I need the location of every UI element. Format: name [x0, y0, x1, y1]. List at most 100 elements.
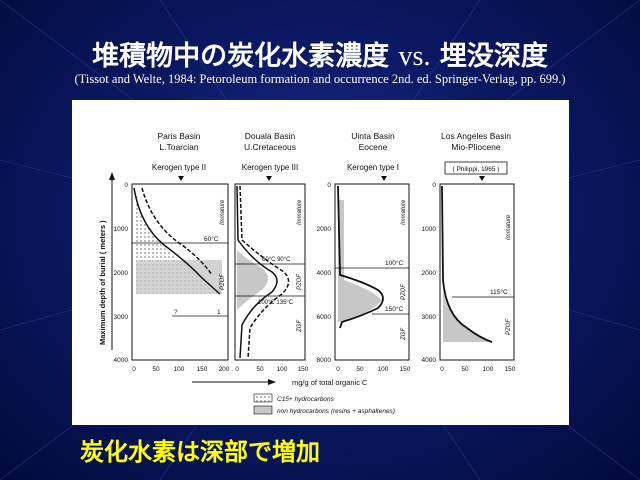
panel-3-xtick-1: 50: [356, 366, 364, 373]
panel-2-curve-nonhc: [239, 185, 290, 359]
figure-image: Maximum depth of burial ( meters ) Paris…: [98, 131, 516, 415]
panel-4-xtick-2: 100: [483, 366, 494, 373]
panel-4-frame: [439, 183, 515, 361]
panel-1-temp-1: 60°C: [204, 235, 219, 243]
panel-2-name: Douala Basin: [245, 131, 296, 141]
panel-4-xtick-0: 0: [440, 366, 444, 373]
panel-2-grey-peak: [237, 250, 268, 310]
panel-1-kerogen: Kerogen type II: [152, 163, 206, 172]
panel-3-immature: Immature: [401, 199, 407, 225]
panel-4-temp-1: 115°C: [490, 288, 508, 296]
panel-1-question: ?: [174, 309, 178, 316]
panel-1-pzof: PZOF: [220, 274, 226, 290]
panel-3-ytick-4: 8000: [317, 357, 332, 364]
panel-2-temp-1: 60°C 90°C: [262, 257, 291, 263]
panel-2-xtick-3: 150: [298, 366, 309, 373]
panel-3-marker: [381, 176, 387, 181]
panel-1-curve-nonhc: [141, 187, 213, 276]
panel-3-ytick-2: 4000: [317, 270, 332, 277]
panel-3-xtick-3: 150: [400, 366, 411, 373]
panel-4-xtick-3: 150: [505, 366, 516, 373]
panel-2-marker: [266, 176, 272, 181]
panel-3-age: Eocene: [359, 142, 388, 152]
panel-4-name: Los Angeles Basin: [441, 131, 511, 141]
panel-1-ytick-4: 4000: [114, 357, 129, 364]
panel-4-kerogen: ( Philippi, 1965 ): [453, 166, 500, 173]
slide-caption: 炭化水素は深部で増加: [80, 438, 320, 466]
panel-2-kerogen: Kerogen type III: [242, 163, 298, 172]
panel-2-xtick-2: 100: [277, 366, 288, 373]
panel-1-frame: [131, 183, 229, 361]
panel-los-angeles-basin: Los Angeles Basin Mio-Pliocene ( Philipp…: [422, 131, 516, 373]
panel-4-ytick-1: 1000: [422, 226, 437, 233]
panel-3-temp-1: 100°C: [385, 259, 403, 267]
title-vs: vs.: [398, 41, 431, 72]
panel-3-zgf: ZGF: [401, 328, 407, 341]
panel-1-immature: Immature: [220, 199, 226, 225]
panel-1-xtick-1: 50: [152, 366, 160, 373]
legend-swatch-1: [253, 393, 273, 403]
panel-3-xtick-2: 100: [378, 366, 389, 373]
panel-1-curve-hc: [133, 187, 221, 295]
panel-1-ytick-3: 3000: [114, 314, 129, 321]
panel-2-curve-hc: [236, 185, 278, 359]
panel-paris-basin: Paris Basin L.Toarcian Kerogen type II 6…: [114, 131, 230, 373]
panel-2-xtick-1: 50: [256, 366, 264, 373]
panel-4-age: Mio-Pliocene: [451, 142, 500, 152]
panel-4-immature: Immature: [506, 214, 512, 240]
panel-1-temp-2: 1: [217, 309, 221, 316]
panel-4-ytick-4: 4000: [422, 357, 437, 364]
panel-2-xtick-0: 0: [235, 366, 239, 373]
panel-3-xtick-0: 0: [336, 366, 340, 373]
panel-3-ytick-1: 2000: [317, 226, 332, 233]
panel-3-kerogen: Kerogen type I: [347, 163, 399, 172]
panel-3-ytick-0: 0: [327, 182, 331, 189]
panel-3-pzof: PZOF: [401, 284, 407, 300]
title-part-1: 堆積物中の炭化水素濃度: [92, 41, 390, 72]
panel-3-ytick-3: 6000: [317, 314, 332, 321]
panel-3-curve-hc: [337, 185, 384, 329]
panel-4-ytick-3: 3000: [422, 314, 437, 321]
panel-1-xtick-3: 150: [197, 366, 208, 373]
citation: (Tissot and Welte, 1984: Petoroleum form…: [74, 72, 566, 86]
panel-3-name: Uinta Basin: [351, 131, 395, 141]
panel-1-ytick-2: 2000: [114, 270, 129, 277]
panel-4-pzof: PZOF: [506, 319, 512, 335]
panel-1-xtick-2: 100: [174, 366, 185, 373]
panel-4-ytick-2: 2000: [422, 270, 437, 277]
panel-4-xtick-1: 50: [461, 366, 469, 373]
panel-4-citation-box: [444, 161, 508, 175]
panel-2-age: U.Cretaceous: [244, 142, 296, 152]
panel-3-frame: [334, 183, 410, 361]
panel-douala-basin: Douala Basin U.Cretaceous Kerogen type I…: [234, 131, 309, 373]
panel-2-frame: [234, 183, 306, 361]
legend-item-2: non hydrocarbons (resins + asphaltenes): [277, 408, 395, 415]
title-part-2: 埋没深度: [439, 41, 548, 72]
panel-uinta-basin: Uinta Basin Eocene Kerogen type I 100°C …: [317, 131, 411, 373]
panel-2-pzof: PZOF: [297, 274, 303, 290]
panel-4-marker: [479, 176, 485, 181]
legend-swatch-2: [253, 405, 273, 415]
panel-1-xtick-0: 0: [132, 366, 136, 373]
slide-title: 堆積物中の炭化水素濃度 vs. 埋没深度: [0, 34, 640, 73]
y-axis-arrowhead: [109, 172, 115, 180]
panel-2-zgf: ZGF: [297, 320, 303, 333]
panel-4-grey-zone: [443, 290, 492, 342]
panel-1-ytick-0: 0: [124, 182, 128, 189]
panel-1-xtick-4: 200: [219, 366, 230, 373]
panel-1-name: Paris Basin: [158, 131, 201, 141]
panel-2-immature: Immature: [297, 199, 303, 225]
x-axis-arrowhead: [268, 379, 276, 385]
panel-3-grey-zone: [338, 200, 382, 322]
panel-1-age: L.Toarcian: [159, 142, 198, 152]
panel-1-grey-zone: [136, 260, 222, 294]
legend-item-1: C15+ hydrocarbons: [277, 396, 335, 403]
panel-4-ytick-0: 0: [432, 182, 436, 189]
panel-2-temp-2: 100°C 135°C: [258, 300, 294, 306]
panel-1-ytick-1: 1000: [114, 226, 129, 233]
figure-panel: Maximum depth of burial ( meters ) Paris…: [72, 100, 569, 425]
panel-1-marker: [178, 176, 184, 181]
panel-3-temp-2: 150°C: [385, 305, 403, 313]
panel-4-curve-hc: [441, 185, 493, 343]
y-axis-label: Maximum depth of burial ( meters ): [98, 220, 107, 345]
